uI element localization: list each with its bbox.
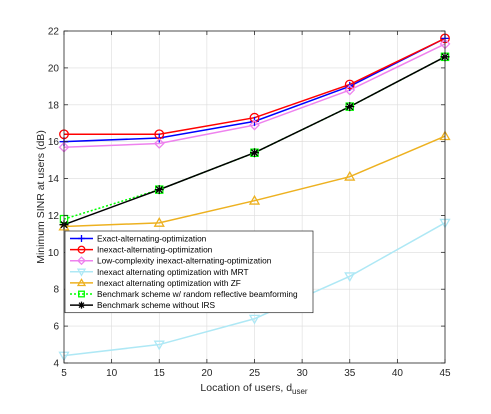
- y-axis-label: Minimum SINR at users (dB): [35, 130, 47, 264]
- y-tick-label: 4: [53, 359, 59, 370]
- x-axis-label: Location of users, duser: [200, 382, 308, 396]
- y-tick-label: 10: [48, 248, 60, 259]
- data-point: [248, 314, 261, 325]
- x-tick-label: 5: [61, 368, 67, 379]
- x-tick-label: 35: [344, 368, 356, 379]
- x-tick-label: 25: [249, 368, 261, 379]
- x-tick-label: 20: [201, 368, 213, 379]
- x-tick-label: 40: [392, 368, 404, 379]
- y-tick-label: 22: [48, 27, 60, 38]
- y-tick-label: 8: [53, 285, 59, 296]
- y-tick-label: 20: [48, 63, 60, 74]
- data-point: [78, 301, 85, 309]
- legend-entry: Inexact alternating optimization with MR…: [97, 267, 249, 277]
- legend-entry: Inexact-alternating-optimization: [97, 245, 213, 255]
- legend-entry: Exact-alternating-optimization: [97, 234, 207, 244]
- x-tick-label: 45: [439, 368, 451, 379]
- data-point: [77, 256, 86, 266]
- data-point: [76, 278, 87, 287]
- data-point: [154, 185, 164, 195]
- axis-ticks: [63, 30, 446, 364]
- data-point: [153, 340, 165, 351]
- y-tick-label: 6: [53, 322, 59, 333]
- data-point: [344, 79, 355, 90]
- data-point: [344, 170, 356, 181]
- tick-labels: 5 10 15 20 25 30 35 40 45 4 6 8 10 12 14 16 18 20 22: [48, 27, 451, 380]
- data-point: [344, 272, 356, 283]
- legend-box: [64, 230, 314, 314]
- series-line: [63, 222, 446, 357]
- data-point: [250, 148, 259, 158]
- data-point: [248, 194, 261, 205]
- data-point: [153, 217, 165, 227]
- data-point: [344, 84, 356, 96]
- legend-entry: Inexact alternating optimization with ZF: [97, 278, 241, 288]
- y-tick-label: 12: [48, 211, 60, 222]
- data-point: [77, 245, 86, 254]
- x-tick-label: 10: [106, 368, 118, 379]
- data-point: [249, 112, 260, 123]
- x-tick-label: 30: [297, 368, 309, 379]
- y-tick-label: 16: [48, 137, 60, 148]
- data-point: [76, 268, 87, 277]
- data-point: [249, 119, 260, 131]
- y-tick-label: 18: [48, 100, 60, 111]
- x-tick-label: 15: [154, 368, 166, 379]
- legend-entry: Benchmark scheme w/ random reflective be…: [97, 289, 298, 299]
- data-point: [153, 138, 165, 149]
- data-point: [345, 102, 355, 112]
- data-point: [78, 235, 85, 242]
- series-line: [63, 135, 446, 228]
- legend: Exact-alternating-optimizationInexact-al…: [64, 230, 314, 314]
- x-axis-label-subscript: user: [292, 387, 308, 396]
- y-tick-label: 14: [48, 174, 60, 185]
- legend-entry: Low-complexity inexact-alternating-optim…: [97, 256, 272, 266]
- data-point: [78, 290, 85, 298]
- legend-entry: Benchmark scheme without IRS: [97, 300, 216, 310]
